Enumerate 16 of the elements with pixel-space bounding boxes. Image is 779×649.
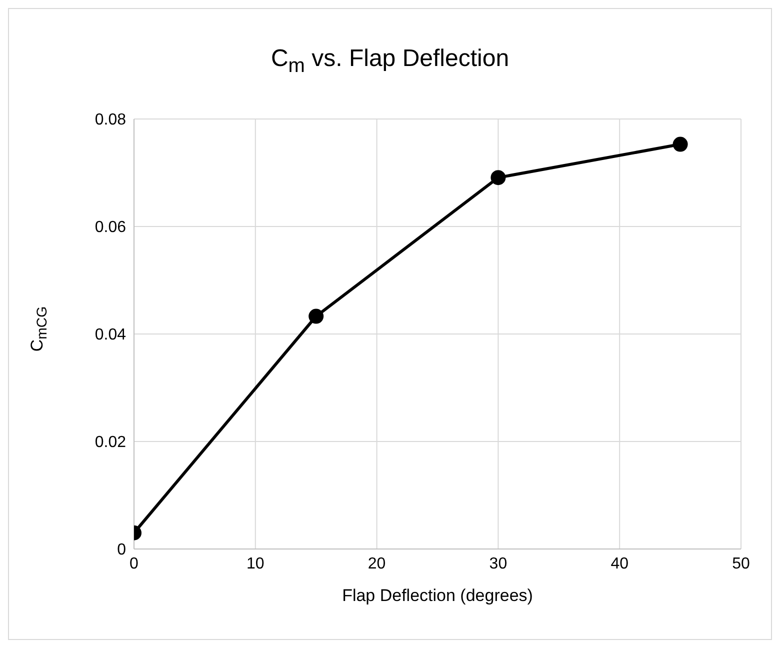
- chart-title: C$_{m}$ vs. Flap Deflection: [270, 45, 510, 78]
- x-tick-label: 10: [246, 555, 264, 572]
- x-axis-title: Flap Deflection (degrees): [342, 586, 533, 605]
- point: [308, 308, 324, 324]
- x-tick-label: 40: [610, 555, 629, 572]
- point: [672, 136, 688, 152]
- x-tick-label: 0: [130, 555, 139, 572]
- y-tick-label: 0: [117, 542, 126, 559]
- y-tick-label: 0.06: [94, 219, 126, 236]
- y-tick-label: 0.04: [94, 326, 126, 344]
- x-tick-label: 50: [732, 555, 750, 572]
- x-tick-label: 20: [368, 555, 386, 572]
- point: [490, 170, 506, 186]
- x-tick-label: 30: [489, 555, 508, 572]
- y-tick-label: 0.08: [94, 112, 126, 129]
- y-tick-label: 0.02: [94, 434, 126, 452]
